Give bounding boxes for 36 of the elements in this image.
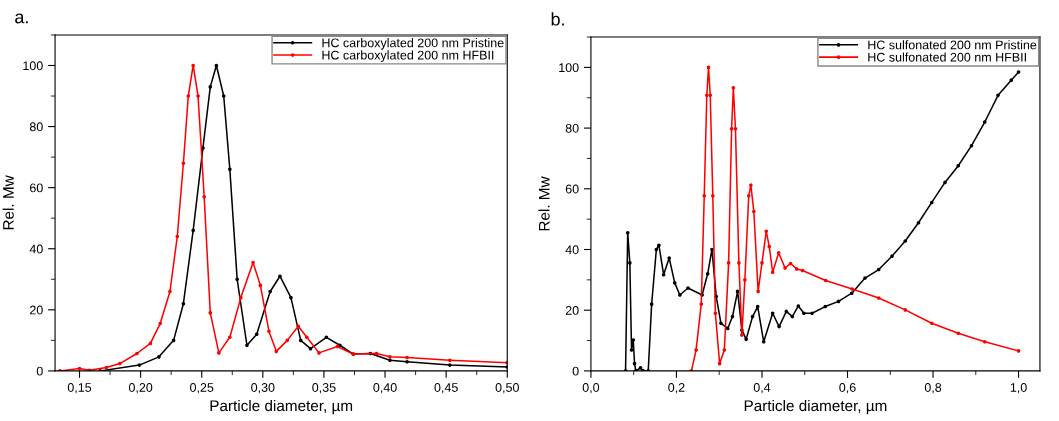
y-tick-label: 0 [36, 366, 43, 376]
y-tick-label: 100 [23, 61, 43, 71]
chart-title: a. [15, 13, 28, 24]
x-tick-label: 0,30 [251, 383, 275, 394]
legend-label: HC carboxylated 200 nm Pristine [322, 38, 504, 50]
y-tick-label: 100 [559, 63, 579, 73]
x-tick-label: 0,35 [312, 383, 336, 394]
y-tick-label: 40 [29, 244, 43, 254]
y-tick-label: 60 [29, 183, 43, 193]
x-axis-title: Particle diameter, µm [210, 399, 353, 415]
legend-label: HC sulfonated 200 nm HFBII [868, 52, 1026, 62]
y-axis-title: Rel. Mw [2, 175, 14, 230]
x-tick-label: 0,6 [839, 383, 856, 394]
x-tick-label: 0,2 [668, 383, 685, 394]
x-tick-label: 0,4 [753, 383, 771, 394]
x-tick-label: 0,15 [67, 383, 92, 394]
legend-label: HC sulfonated 200 nm Pristine [868, 40, 1037, 50]
x-tick-label: 0,0 [582, 383, 600, 394]
chart-title: b. [551, 12, 564, 26]
x-axis-title: Particle diameter, µm [744, 399, 887, 415]
y-tick-label: 0 [572, 366, 579, 376]
y-tick-label: 40 [565, 245, 579, 255]
y-tick-label: 20 [29, 305, 43, 315]
x-tick-label: 0,25 [190, 383, 214, 394]
x-tick-label: 0,45 [434, 383, 458, 394]
legend-label: HC carboxylated 200 nm HFBII [322, 50, 494, 62]
y-tick-label: 80 [565, 123, 579, 133]
x-tick-label: 0,20 [128, 383, 153, 394]
y-tick-label: 60 [565, 184, 579, 194]
y-axis-title: Rel. Mw [538, 176, 550, 231]
y-tick-label: 80 [29, 122, 43, 132]
x-tick-label: 0,8 [924, 383, 942, 394]
x-tick-label: 0,50 [495, 383, 519, 394]
x-tick-label: 1,0 [1010, 383, 1027, 394]
y-tick-label: 20 [565, 306, 579, 315]
x-tick-label: 0,40 [373, 383, 397, 394]
